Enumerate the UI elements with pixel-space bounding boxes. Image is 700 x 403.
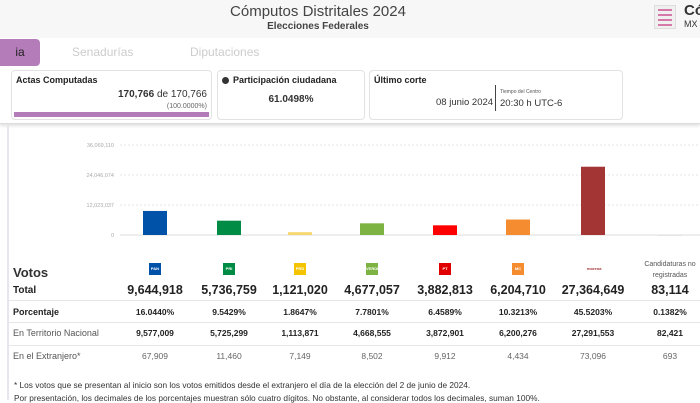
y-tick-label: 24,046,074 <box>86 173 114 179</box>
no-registradas-header: Candidaturas no registradas <box>644 261 696 279</box>
votes-bar-chart: 0 12,023,037 24,046,074 36,069,110 <box>86 143 700 239</box>
y-tick-label: 0 <box>111 233 114 239</box>
party-logo-pan-icon: PAN <box>149 263 161 275</box>
table-cell: 6,204,710 <box>490 283 546 297</box>
party-logo-pt-icon: PT <box>439 263 451 275</box>
brand-text: Có <box>684 2 700 19</box>
corte-time: 20:30 h UTC-6 <box>500 98 563 109</box>
footnote-1: * Los votos que se presentan al inicio s… <box>14 380 471 390</box>
table-cell: 27,291,553 <box>571 328 615 338</box>
actas-value: 170,766 <box>118 89 155 100</box>
party-logo-verde-icon: VERDE <box>366 263 380 275</box>
table-cell: 4,677,057 <box>344 283 400 297</box>
card-title: Actas Computadas <box>16 75 98 85</box>
row-label: En Territorio Nacional <box>13 328 99 338</box>
actas-percent: (100.0000%) <box>166 103 207 110</box>
bar-candidaturas-no-registradas[interactable] <box>658 234 682 236</box>
table-cell: 1,113,871 <box>281 328 319 338</box>
table-cell: 9,912 <box>434 351 456 361</box>
table-cell: 4,668,555 <box>353 328 391 338</box>
card-title: Participación ciudadana <box>222 75 337 85</box>
table-title: Votos <box>13 265 49 280</box>
bar-pt[interactable] <box>433 225 457 235</box>
actas-total: 170,766 <box>170 89 207 100</box>
card-ultimo-corte: Último corte 08 junio 2024 Tiempo del Ce… <box>369 70 623 120</box>
participacion-value: 61.0498% <box>268 94 314 105</box>
bar-pri[interactable] <box>217 220 241 235</box>
results-panel: 0 12,023,037 24,046,074 36,069,110 <box>0 125 700 400</box>
table-cell: 10.3213% <box>498 307 538 317</box>
page-subtitle: Elecciones Federales <box>267 21 369 32</box>
table-cell: 83,114 <box>651 283 689 297</box>
table-cell: 9,577,009 <box>136 328 174 338</box>
table-cell: 0.1382% <box>653 307 687 317</box>
table-cell: 6,200,276 <box>499 328 537 338</box>
card-participacion: Participación ciudadana 61.0498% <box>217 70 365 120</box>
table-cell: 7,149 <box>289 351 311 361</box>
table-cell: 9,644,918 <box>127 283 183 297</box>
card-actas: Actas Computadas 170,766 de 170,766 (100… <box>11 70 212 120</box>
table-cell: 45.5203% <box>573 307 613 317</box>
bar-pvem[interactable] <box>360 223 384 235</box>
summary-cards: Actas Computadas 170,766 de 170,766 (100… <box>0 68 700 124</box>
row-label: Total <box>13 285 37 296</box>
table-cell: 82,421 <box>657 328 683 338</box>
table-cell: 8,502 <box>361 351 383 361</box>
tab-label: ia <box>15 45 25 59</box>
party-logo-prd-icon: PRD <box>294 263 306 275</box>
table-cell: 6.4589% <box>428 307 462 317</box>
info-icon[interactable] <box>222 77 229 85</box>
bar-mc[interactable] <box>506 219 530 235</box>
table-cell: 73,096 <box>580 351 606 361</box>
tab-presidencia[interactable]: ia <box>0 39 40 66</box>
table-cell: 67,909 <box>142 351 168 361</box>
party-logo-mc-icon: MC <box>512 263 524 275</box>
footnote-2: Por presentación, los decimales de los p… <box>14 393 540 403</box>
table-cell: 27,364,649 <box>561 283 625 297</box>
page-title: Cómputos Distritales 2024 <box>230 3 406 20</box>
y-tick-label: 12,023,037 <box>86 203 114 209</box>
header: Cómputos Distritales 2024 Elecciones Fed… <box>0 0 700 40</box>
party-logo-morena-icon: morena <box>587 266 602 271</box>
actas-progress-bar <box>14 112 209 117</box>
table-cell: 7.7801% <box>355 307 389 317</box>
tab-diputaciones[interactable]: Diputaciones <box>190 45 260 59</box>
tab-senadurias[interactable]: Senadurías <box>72 45 134 59</box>
document-icon <box>654 5 676 29</box>
bar-prd[interactable] <box>288 232 312 235</box>
card-title-text: Participación ciudadana <box>233 75 337 85</box>
corte-date: 08 junio 2024 <box>436 97 494 108</box>
party-logo-pri-icon: PRI <box>223 263 235 275</box>
row-label: Porcentaje <box>13 307 60 317</box>
table-cell: 5,736,759 <box>201 283 257 297</box>
y-tick-label: 36,069,110 <box>87 143 114 149</box>
table-cell: 4,434 <box>507 351 529 361</box>
timezone-label: Tiempo del Centro <box>500 89 541 95</box>
table-cell: 693 <box>662 351 678 361</box>
table-cell: 1,121,020 <box>272 283 328 297</box>
actas-count: 170,766 de 170,766 <box>118 89 207 100</box>
table-cell: 3,872,901 <box>426 328 464 338</box>
table-cell: 11,460 <box>216 351 242 361</box>
table-cell: 5,725,299 <box>210 328 248 338</box>
tabs: ia Senadurías Diputaciones <box>0 38 700 68</box>
bar-pan[interactable] <box>143 210 167 235</box>
card-title: Último corte <box>374 75 427 85</box>
actas-de: de <box>156 89 169 100</box>
table-cell: 3,882,813 <box>417 283 473 297</box>
table-cell: 1.8647% <box>283 307 317 317</box>
table-cell: 16.0440% <box>135 307 175 317</box>
bar-morena[interactable] <box>581 166 605 235</box>
table-cell: 9.5429% <box>212 307 246 317</box>
brand-sub: MX <box>684 19 698 29</box>
row-label: En el Extranjero* <box>13 351 81 361</box>
